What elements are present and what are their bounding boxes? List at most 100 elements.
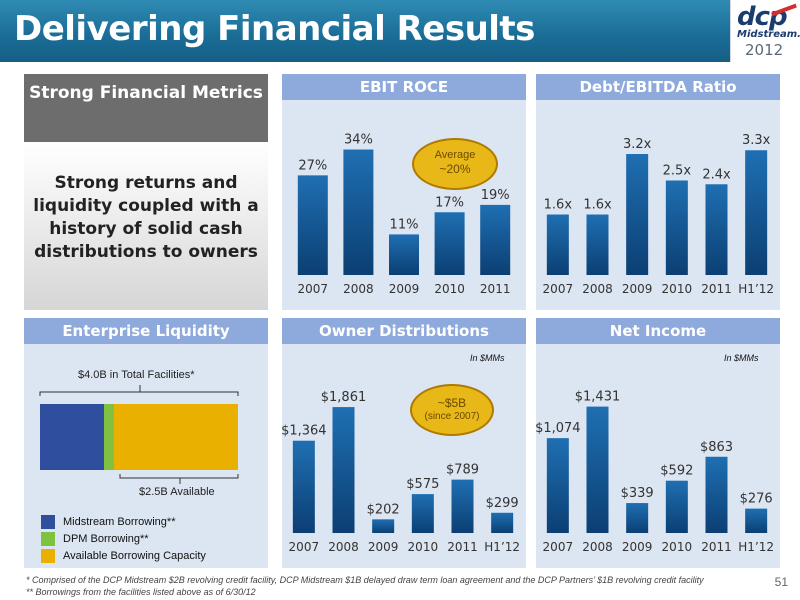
owner-category-label-3: 2010	[408, 540, 439, 554]
page-title: Delivering Financial Results	[14, 9, 535, 49]
owner-value-label-4: $789	[446, 463, 479, 478]
owner-category-label-5: H1’12	[484, 540, 520, 554]
footnote-facilities: * Comprised of the DCP Midstream $2B rev…	[26, 575, 704, 585]
owner-value-label-0: $1,364	[282, 424, 327, 439]
logo-brand: dcp	[737, 2, 788, 32]
net-bar-4	[705, 456, 728, 533]
debt-category-label-3: 2010	[662, 282, 693, 296]
liquidity-title: Enterprise Liquidity	[24, 318, 268, 344]
dcp-logo: dcp Midstream. 2012	[730, 0, 800, 62]
owner-value-label-5: $299	[486, 496, 519, 511]
footnote-borrowings: ** Borrowings from the facilities listed…	[26, 587, 256, 597]
ebit-value-label-0: 27%	[298, 158, 327, 173]
net-value-label-1: $1,431	[575, 390, 621, 405]
ebit-roce-panel: EBIT ROCE 27% 2007 34% 2008 11% 2009 17% 2010 19…	[282, 74, 526, 310]
owner-category-label-0: 2007	[289, 540, 320, 554]
debt-bar-1	[586, 214, 609, 275]
logo-subtitle: Midstream.	[737, 29, 800, 40]
debt-category-label-5: H1’12	[738, 282, 774, 296]
net-bar-1	[586, 406, 609, 533]
owner-value-label-2: $202	[367, 502, 400, 517]
debt-category-label-4: 2011	[701, 282, 732, 296]
ebit-bar-4	[480, 204, 511, 275]
legend-swatch-available	[41, 549, 55, 563]
net-category-label-1: 2008	[582, 540, 613, 554]
net-bar-0	[546, 438, 569, 533]
net-category-label-0: 2007	[543, 540, 574, 554]
owner-distributions-title: Owner Distributions	[282, 318, 526, 344]
owner-category-label-4: 2011	[447, 540, 478, 554]
net-category-label-5: H1’12	[738, 540, 774, 554]
ebit-category-label-2: 2009	[389, 282, 420, 296]
net-income-panel: Net Income $1,074 2007 $1,431 2008 $339 2009 $…	[536, 318, 780, 568]
debt-value-label-5: 3.3x	[742, 133, 771, 148]
net-category-label-3: 2010	[662, 540, 693, 554]
ebit-callout-line2: ~20%	[439, 162, 471, 176]
debt-value-label-3: 2.5x	[663, 163, 692, 178]
net-income-title: Net Income	[536, 318, 780, 344]
net-value-label-2: $339	[621, 486, 654, 501]
debt-bar-4	[705, 184, 728, 275]
liquidity-segment-0	[40, 404, 105, 470]
legend-label-dpm: DPM Borrowing**	[63, 533, 149, 545]
ebit-value-label-2: 11%	[390, 217, 419, 232]
ebit-roce-chart: 27% 2007 34% 2008 11% 2009 17% 2010 19% 2011	[298, 133, 511, 296]
owner-callout-line2: (since 2007)	[424, 411, 480, 422]
owner-value-label-3: $575	[406, 477, 439, 492]
debt-ebitda-chart: 1.6x 2007 1.6x 2008 3.2x 2009 2.5x 2010 2.4x 2011…	[543, 133, 774, 296]
header-bar: Delivering Financial Results dcp Midstre…	[0, 0, 800, 62]
debt-bar-0	[546, 214, 569, 275]
net-bar-5	[745, 508, 768, 533]
ebit-category-label-1: 2008	[343, 282, 374, 296]
debt-bar-5	[745, 150, 768, 275]
ebit-category-label-0: 2007	[298, 282, 329, 296]
owner-callout-line1: ~$5B	[437, 396, 467, 410]
ebit-average-callout: Average ~20%	[412, 138, 498, 190]
available-label: $2.5B Available	[139, 486, 215, 498]
net-income-units-note: In $MMs	[724, 353, 759, 363]
owner-total-callout: ~$5B (since 2007)	[410, 384, 494, 436]
owner-bar-0	[292, 440, 315, 533]
ebit-value-label-3: 17%	[435, 195, 464, 210]
debt-ebitda-panel: Debt/EBITDA Ratio 1.6x 2007 1.6x 2008 3.2x 20…	[536, 74, 780, 310]
owner-category-label-2: 2009	[368, 540, 399, 554]
owner-bar-5	[491, 512, 514, 533]
debt-bar-2	[626, 154, 649, 275]
ebit-bar-3	[434, 212, 465, 275]
debt-category-label-2: 2009	[622, 282, 653, 296]
page-number: 51	[774, 575, 788, 589]
ebit-value-label-1: 34%	[344, 133, 373, 148]
debt-value-label-2: 3.2x	[623, 137, 652, 152]
owner-units-note: In $MMs	[470, 353, 505, 363]
debt-category-label-0: 2007	[543, 282, 574, 296]
owner-bar-3	[411, 494, 434, 533]
owner-distributions-panel: Owner Distributions $1,364 2007 $1,861 2008…	[282, 318, 526, 568]
net-category-label-4: 2011	[701, 540, 732, 554]
total-facilities-label: $4.0B in Total Facilities*	[78, 369, 195, 381]
debt-bar-3	[665, 180, 688, 275]
ebit-category-label-3: 2010	[434, 282, 465, 296]
ebit-bar-2	[389, 234, 419, 275]
legend-label-available: Available Borrowing Capacity	[63, 550, 206, 562]
debt-value-label-1: 1.6x	[583, 198, 612, 213]
ebit-callout-line1: Average	[434, 149, 476, 161]
owner-category-label-1: 2008	[328, 540, 359, 554]
legend-label-midstream: Midstream Borrowing**	[63, 516, 176, 528]
net-bar-2	[626, 503, 649, 533]
net-income-chart: $1,074 2007 $1,431 2008 $339 2009 $592 2010 $863…	[536, 390, 774, 554]
ebit-category-label-4: 2011	[480, 282, 511, 296]
debt-ebitda-title: Debt/EBITDA Ratio	[536, 74, 780, 100]
metrics-summary: Strong returns and liquidity coupled wit…	[24, 142, 268, 310]
ebit-roce-title: EBIT ROCE	[282, 74, 526, 100]
metrics-heading: Strong Financial Metrics	[24, 74, 268, 142]
net-category-label-2: 2009	[622, 540, 653, 554]
ebit-bar-1	[343, 149, 374, 275]
owner-value-label-1: $1,861	[321, 390, 367, 405]
liquidity-segment-2	[114, 404, 238, 470]
owner-bar-1	[332, 407, 355, 533]
net-value-label-3: $592	[660, 464, 693, 479]
net-value-label-5: $276	[740, 492, 773, 507]
logo-year: 2012	[745, 41, 784, 59]
owner-bar-2	[372, 519, 395, 533]
net-value-label-4: $863	[700, 440, 733, 455]
